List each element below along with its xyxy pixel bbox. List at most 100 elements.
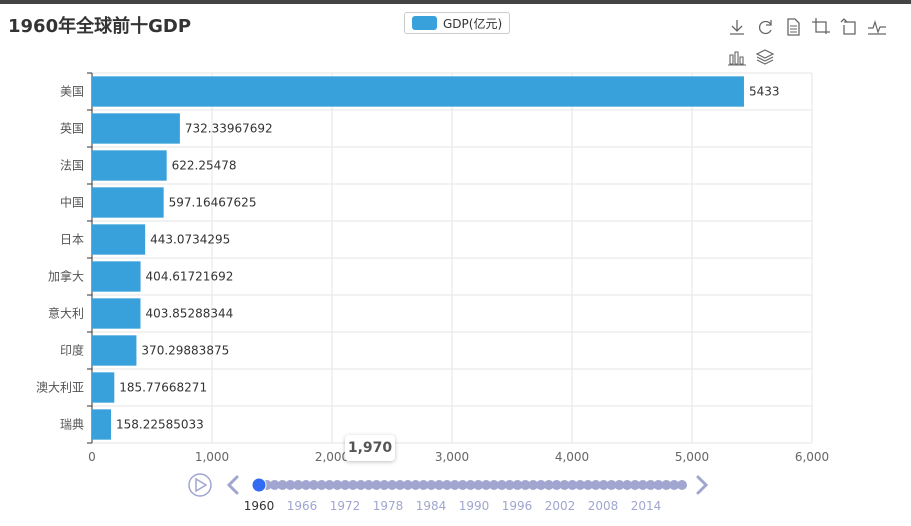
timeline-dot[interactable]: [402, 480, 413, 490]
timeline-dot[interactable]: [418, 480, 429, 490]
zoom-icon[interactable]: [810, 16, 832, 38]
timeline-label[interactable]: 2008: [588, 499, 619, 513]
chart-title: 1960年全球前十GDP: [8, 16, 192, 37]
timeline-dot[interactable]: [630, 480, 640, 490]
timeline-dot[interactable]: [379, 480, 390, 490]
timeline-dot[interactable]: [559, 480, 570, 490]
timeline-dot[interactable]: [426, 480, 437, 490]
bar[interactable]: [92, 150, 167, 181]
timeline-dot[interactable]: [457, 480, 468, 490]
y-category-label: 澳大利亚: [36, 381, 84, 395]
timeline-dot[interactable]: [371, 480, 382, 490]
timeline-dot[interactable]: [496, 480, 507, 490]
bar[interactable]: [92, 409, 111, 440]
bar[interactable]: [92, 261, 141, 292]
timeline-current-handle[interactable]: [251, 477, 267, 493]
timeline-dot[interactable]: [567, 480, 578, 490]
timeline-label[interactable]: 1960: [244, 499, 275, 513]
timeline-dot[interactable]: [661, 480, 672, 490]
x-tick-label: 2,000: [315, 450, 349, 464]
timeline-dot[interactable]: [590, 480, 601, 490]
timeline-dot[interactable]: [614, 480, 625, 490]
timeline-dot[interactable]: [308, 480, 319, 490]
download-icon[interactable]: [726, 16, 748, 38]
line-chart-icon[interactable]: [866, 16, 888, 38]
bar-value-label: 404.61721692: [146, 270, 234, 284]
timeline-label[interactable]: 2014: [631, 499, 662, 513]
timeline-dot[interactable]: [653, 480, 664, 490]
x-tick-label: 1,000: [195, 450, 229, 464]
timeline-label[interactable]: 1984: [416, 499, 447, 513]
timeline-dot[interactable]: [598, 480, 609, 490]
timeline-dot[interactable]: [520, 480, 531, 490]
timeline-label[interactable]: 1972: [330, 499, 361, 513]
timeline-dot[interactable]: [536, 480, 546, 490]
timeline-dot[interactable]: [637, 480, 648, 490]
timeline-dot[interactable]: [269, 480, 280, 490]
y-category-label: 印度: [60, 343, 84, 358]
timeline-dot[interactable]: [606, 480, 617, 490]
timeline-dot[interactable]: [504, 480, 515, 490]
bar-chart-icon[interactable]: [726, 46, 748, 68]
timeline-dot[interactable]: [363, 480, 374, 490]
prev-button-icon[interactable]: [226, 475, 239, 495]
bar[interactable]: [92, 298, 141, 329]
timeline-dot[interactable]: [442, 480, 452, 490]
timeline-dot[interactable]: [285, 480, 296, 490]
timeline-dot[interactable]: [583, 480, 593, 490]
timeline-dot[interactable]: [387, 480, 398, 490]
timeline-dot[interactable]: [434, 480, 445, 490]
top-border: [0, 0, 911, 4]
legend-item-gdp[interactable]: GDP(亿元): [404, 12, 511, 34]
stack-icon[interactable]: [754, 46, 776, 68]
bar-value-label: 403.85288344: [145, 307, 233, 321]
timeline-dot[interactable]: [395, 480, 405, 490]
timeline-dot[interactable]: [575, 480, 586, 490]
timeline-label[interactable]: 1966: [287, 499, 318, 513]
timeline-label[interactable]: 2002: [545, 499, 576, 513]
legend-swatch: [412, 16, 437, 30]
timeline-dot[interactable]: [348, 480, 358, 490]
bar[interactable]: [92, 335, 137, 366]
x-tick-label: 4,000: [555, 450, 589, 464]
timeline-label[interactable]: 1996: [502, 499, 533, 513]
refresh-icon[interactable]: [754, 16, 776, 38]
timeline-label[interactable]: 1978: [373, 499, 404, 513]
timeline-dot[interactable]: [316, 480, 327, 490]
timeline-dot[interactable]: [340, 480, 351, 490]
x-tick-label: 6,000: [795, 450, 829, 464]
timeline-dot[interactable]: [355, 480, 366, 490]
timeline-dot[interactable]: [551, 480, 562, 490]
timeline-dot[interactable]: [669, 480, 680, 490]
timeline-dot[interactable]: [449, 480, 460, 490]
timeline-dot[interactable]: [293, 480, 304, 490]
next-button-icon[interactable]: [696, 475, 709, 495]
timeline-dot[interactable]: [645, 480, 656, 490]
timeline-dot[interactable]: [332, 480, 343, 490]
bar[interactable]: [92, 187, 164, 218]
timeline-dot[interactable]: [677, 480, 687, 490]
timeline-dot[interactable]: [489, 480, 499, 490]
bar[interactable]: [92, 76, 744, 107]
bar[interactable]: [92, 224, 146, 255]
bar[interactable]: [92, 372, 115, 403]
play-button[interactable]: [188, 473, 212, 497]
timeline-dot[interactable]: [543, 480, 554, 490]
timeline-dot[interactable]: [622, 480, 633, 490]
timeline-dot[interactable]: [301, 480, 311, 490]
timeline-dot[interactable]: [473, 480, 484, 490]
legend-label: GDP(亿元): [443, 16, 503, 31]
zoom-reset-icon[interactable]: [838, 16, 860, 38]
data-view-icon[interactable]: [782, 16, 804, 38]
timeline-dot[interactable]: [410, 480, 421, 490]
timeline-dot[interactable]: [277, 480, 288, 490]
timeline-dot[interactable]: [465, 480, 476, 490]
timeline-dot[interactable]: [481, 480, 492, 490]
timeline-label[interactable]: 1990: [459, 499, 490, 513]
bar-value-label: 185.77668271: [119, 381, 207, 395]
timeline-dot[interactable]: [528, 480, 539, 490]
timeline-dot[interactable]: [512, 480, 523, 490]
timeline-dot[interactable]: [324, 480, 335, 490]
bar[interactable]: [92, 113, 180, 144]
